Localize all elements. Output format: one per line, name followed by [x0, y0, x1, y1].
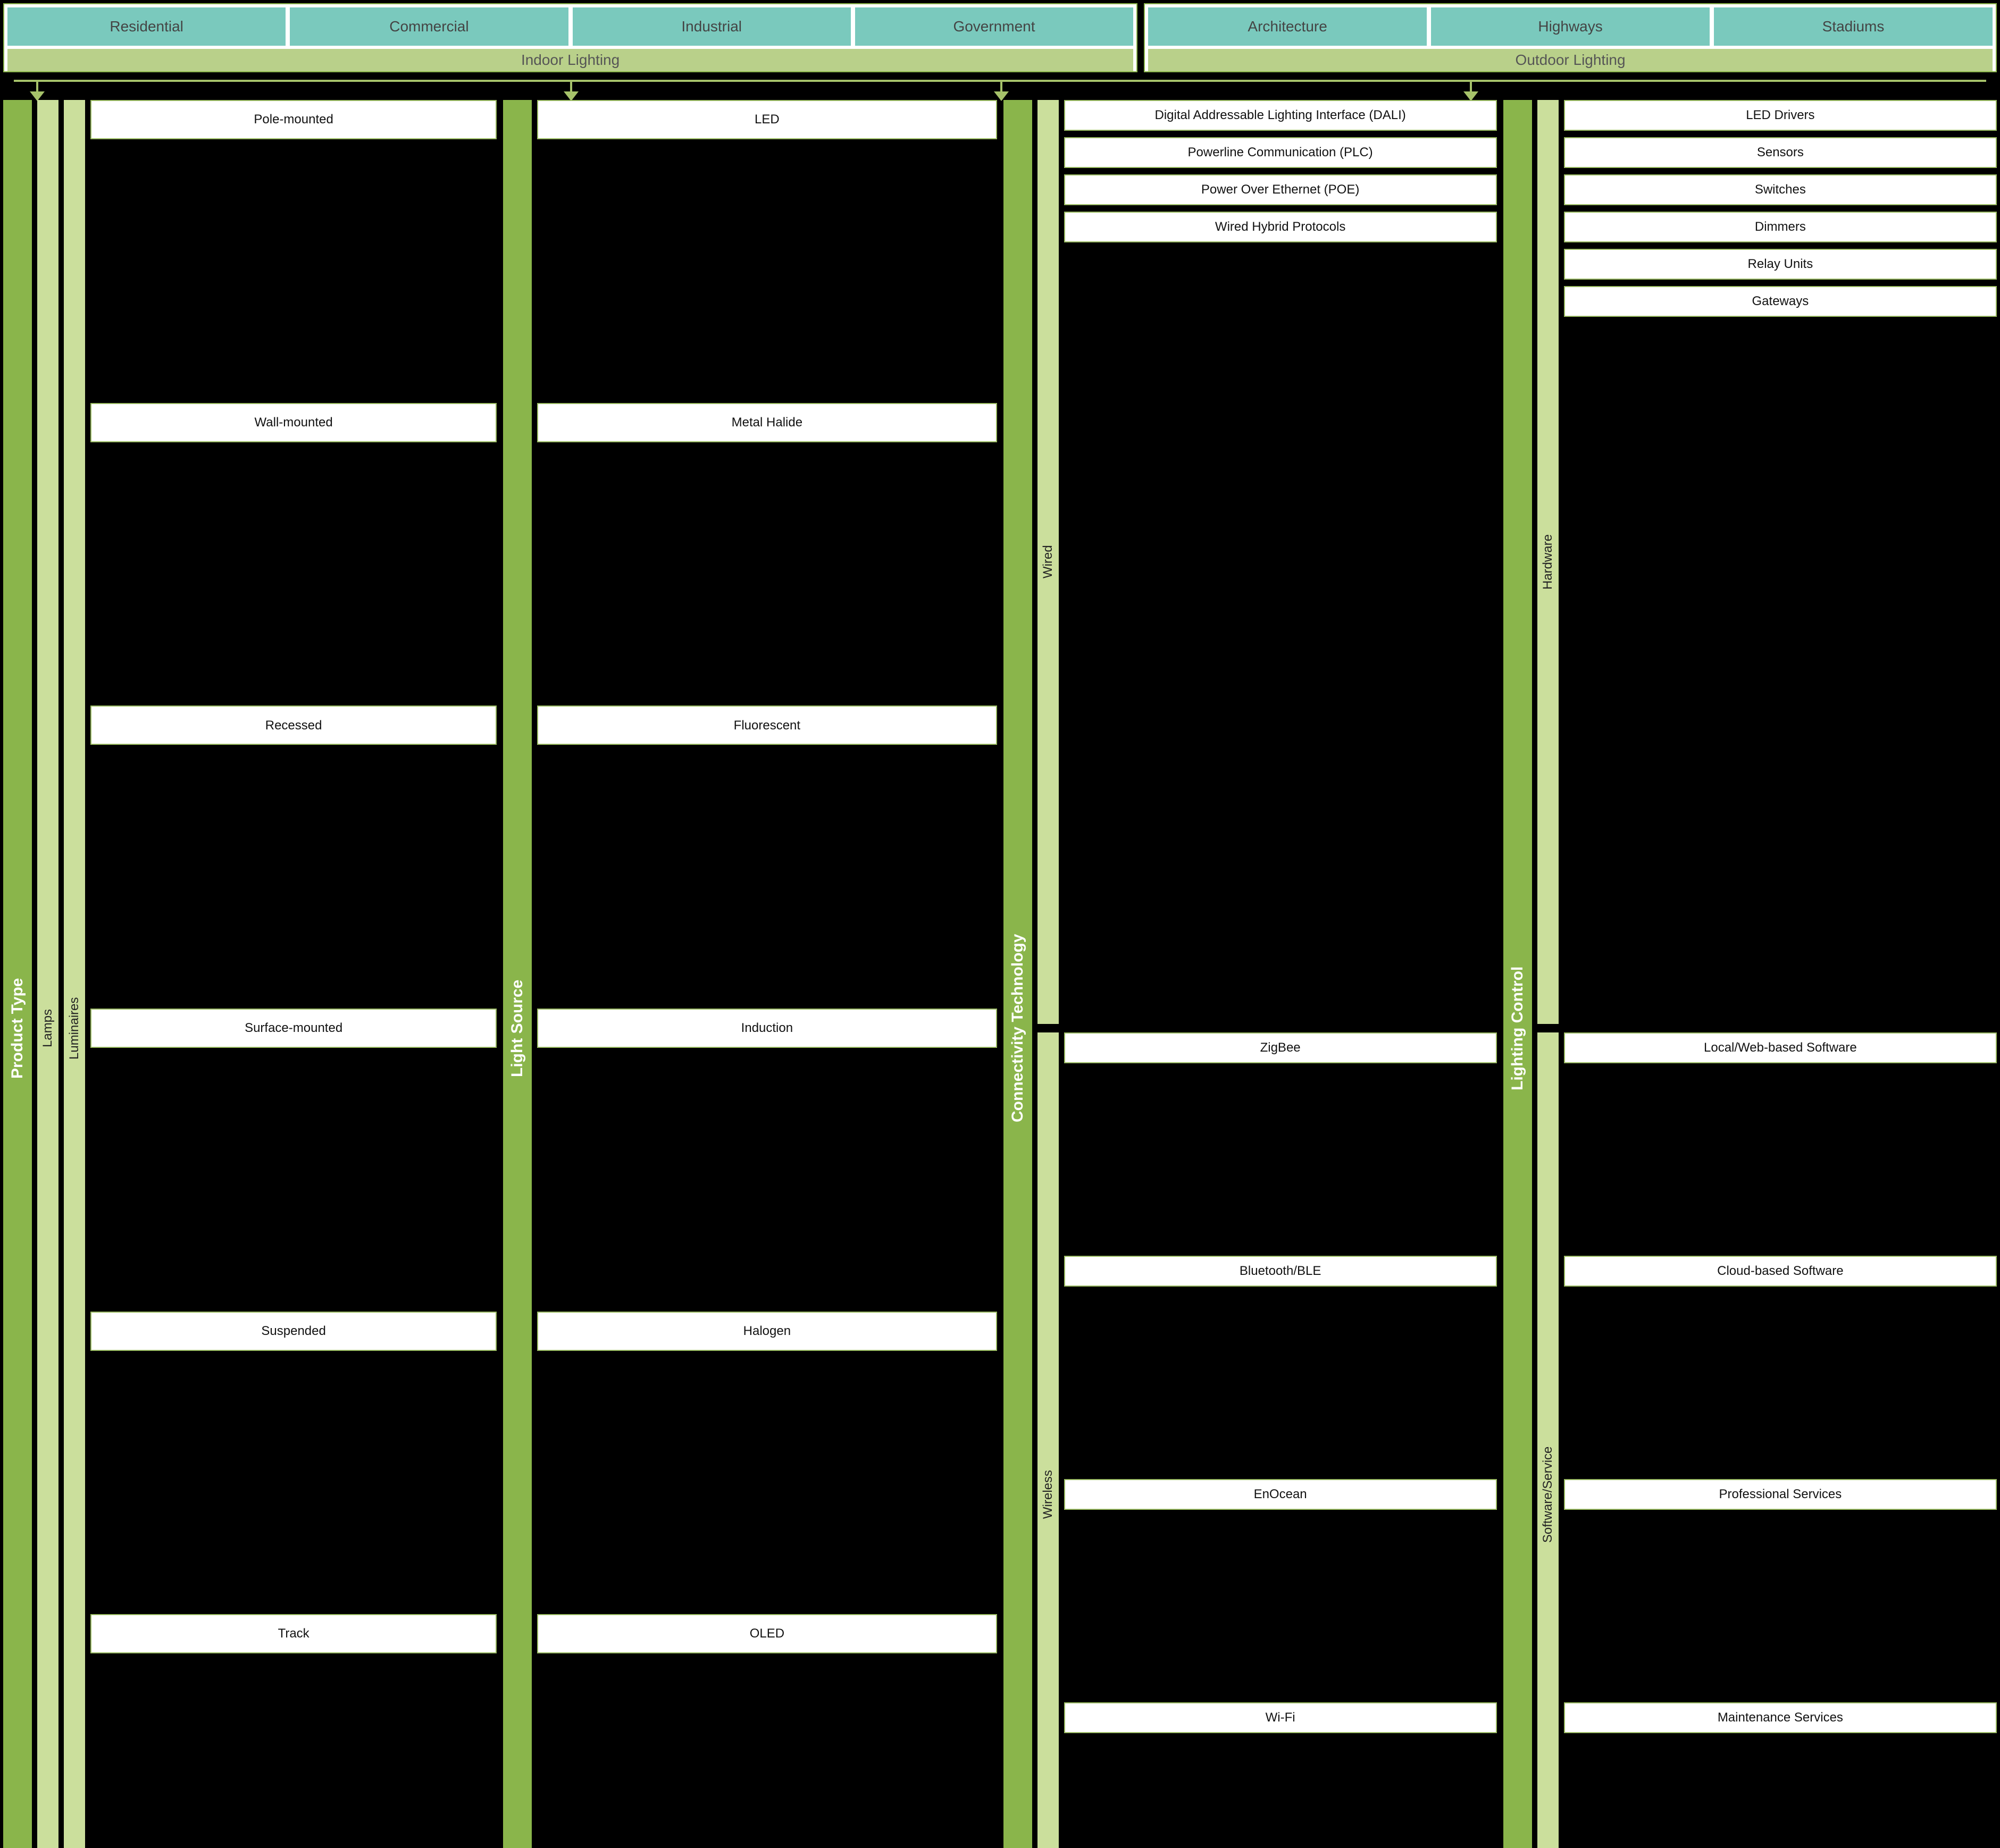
header-group-indoor: Residential Commercial Industrial Govern…	[3, 3, 1137, 72]
item-dimmers: Dimmers	[1564, 212, 1997, 242]
item-recessed: Recessed	[90, 705, 497, 745]
subtab-software: Software/Service	[1537, 1032, 1559, 1848]
arrow-1	[36, 80, 38, 100]
stack-software: Local/Web-based Software Cloud-based Sof…	[1564, 1032, 1997, 1848]
stack-hardware: LED Drivers Sensors Switches Dimmers Rel…	[1564, 100, 1997, 1024]
subgroup-wireless: Wireless ZigBee Bluetooth/BLE EnOcean Wi…	[1037, 1032, 1497, 1848]
item-led: LED	[537, 100, 997, 139]
item-enocean: EnOcean	[1064, 1479, 1497, 1510]
item-pole-mounted: Pole-mounted	[90, 100, 497, 139]
col-light-source: Light Source LED Metal Halide Fluorescen…	[503, 100, 997, 1848]
indoor-label: Indoor Lighting	[7, 49, 1133, 71]
item-poe: Power Over Ethernet (POE)	[1064, 174, 1497, 205]
item-induction: Induction	[537, 1009, 997, 1048]
subtab-luminaires: Luminaires	[64, 100, 85, 1848]
header-group-outdoor: Architecture Highways Stadiums Outdoor L…	[1144, 3, 1997, 72]
outdoor-label: Outdoor Lighting	[1148, 49, 1993, 71]
item-dali: Digital Addressable Lighting Interface (…	[1064, 100, 1497, 131]
cell-commercial: Commercial	[290, 7, 568, 46]
control-subgroups: Hardware LED Drivers Sensors Switches Di…	[1537, 100, 1997, 1848]
indoor-cells: Residential Commercial Industrial Govern…	[7, 7, 1133, 46]
subgroup-wired: Wired Digital Addressable Lighting Inter…	[1037, 100, 1497, 1024]
item-halogen: Halogen	[537, 1312, 997, 1351]
cell-stadiums: Stadiums	[1714, 7, 1993, 46]
arrow-2	[570, 80, 572, 100]
item-wifi: Wi-Fi	[1064, 1702, 1497, 1733]
tab-lighting-control: Lighting Control	[1503, 100, 1532, 1848]
cell-government: Government	[855, 7, 1133, 46]
item-gateways: Gateways	[1564, 286, 1997, 317]
tab-product-type: Product Type	[3, 100, 32, 1848]
stack-wired: Digital Addressable Lighting Interface (…	[1064, 100, 1497, 1024]
item-suspended: Suspended	[90, 1312, 497, 1351]
col-connectivity: Connectivity Technology Wired Digital Ad…	[1003, 100, 1497, 1848]
subgroup-software: Software/Service Local/Web-based Softwar…	[1537, 1032, 1997, 1848]
item-local-web-software: Local/Web-based Software	[1564, 1032, 1997, 1063]
cell-residential: Residential	[7, 7, 286, 46]
item-fluorescent: Fluorescent	[537, 705, 997, 745]
subtab-wireless: Wireless	[1037, 1032, 1059, 1848]
stack-luminaires: Pole-mounted Wall-mounted Recessed Surfa…	[90, 100, 497, 1848]
tab-connectivity: Connectivity Technology	[1003, 100, 1032, 1848]
header-row: Residential Commercial Industrial Govern…	[0, 0, 2000, 75]
stack-wireless: ZigBee Bluetooth/BLE EnOcean Wi-Fi 6LoWP…	[1064, 1032, 1497, 1848]
item-sensors: Sensors	[1564, 137, 1997, 168]
item-prof-services: Professional Services	[1564, 1479, 1997, 1510]
cell-highways: Highways	[1431, 7, 1710, 46]
item-plc: Powerline Communication (PLC)	[1064, 137, 1497, 168]
columns: Product Type Lamps Luminaires Pole-mount…	[0, 100, 2000, 1848]
item-switches: Switches	[1564, 174, 1997, 205]
col-lighting-control: Lighting Control Hardware LED Drivers Se…	[1503, 100, 1997, 1848]
col-product-type: Product Type Lamps Luminaires Pole-mount…	[3, 100, 497, 1848]
cell-industrial: Industrial	[573, 7, 851, 46]
item-cloud-software: Cloud-based Software	[1564, 1256, 1997, 1287]
item-relay-units: Relay Units	[1564, 249, 1997, 280]
item-wall-mounted: Wall-mounted	[90, 403, 497, 442]
subtab-lamps: Lamps	[37, 100, 58, 1848]
item-track: Track	[90, 1614, 497, 1653]
item-metal-halide: Metal Halide	[537, 403, 997, 442]
item-maint-services: Maintenance Services	[1564, 1702, 1997, 1733]
arrow-4	[1470, 80, 1472, 100]
arrow-3	[1000, 80, 1002, 100]
item-oled: OLED	[537, 1614, 997, 1653]
subgroup-hardware: Hardware LED Drivers Sensors Switches Di…	[1537, 100, 1997, 1024]
item-surface-mounted: Surface-mounted	[90, 1009, 497, 1048]
cell-architecture: Architecture	[1148, 7, 1427, 46]
item-wired-hybrid: Wired Hybrid Protocols	[1064, 212, 1497, 242]
item-led-drivers: LED Drivers	[1564, 100, 1997, 131]
stack-light-source: LED Metal Halide Fluorescent Induction H…	[537, 100, 997, 1848]
tab-light-source: Light Source	[503, 100, 532, 1848]
connectivity-subgroups: Wired Digital Addressable Lighting Inter…	[1037, 100, 1497, 1848]
outdoor-cells: Architecture Highways Stadiums	[1148, 7, 1993, 46]
subtab-hardware: Hardware	[1537, 100, 1559, 1024]
subtab-wired: Wired	[1037, 100, 1059, 1024]
item-bluetooth: Bluetooth/BLE	[1064, 1256, 1497, 1287]
item-zigbee: ZigBee	[1064, 1032, 1497, 1063]
arrow-bar	[0, 75, 2000, 100]
